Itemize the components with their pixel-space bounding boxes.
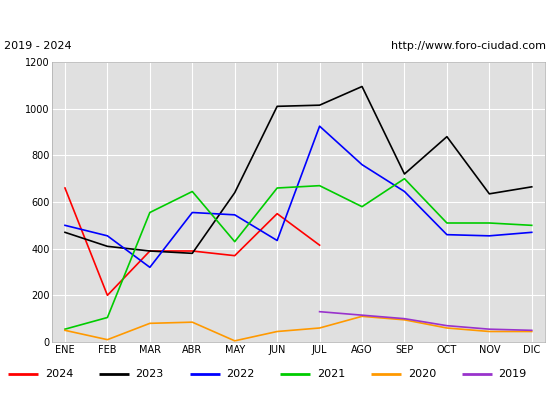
Text: 2024: 2024 [45,369,73,379]
Text: 2023: 2023 [135,369,164,379]
Text: 2020: 2020 [408,369,436,379]
Text: 2019 - 2024: 2019 - 2024 [4,41,72,51]
Text: 2022: 2022 [226,369,255,379]
Text: Evolucion Nº Turistas Extranjeros en el municipio de Ataun: Evolucion Nº Turistas Extranjeros en el … [80,10,470,23]
Text: 2019: 2019 [498,369,527,379]
Text: 2021: 2021 [317,369,345,379]
Text: http://www.foro-ciudad.com: http://www.foro-ciudad.com [390,41,546,51]
